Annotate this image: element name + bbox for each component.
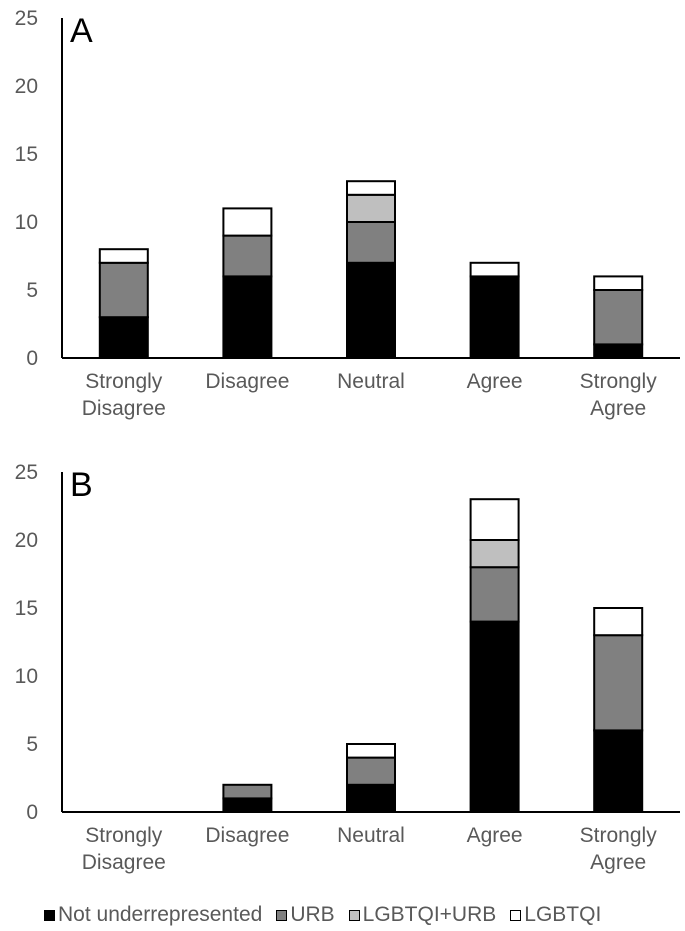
bar-segment-lgbtqi-urb-agree [469,539,520,569]
y-tick-label: 25 [15,461,38,484]
x-tick-label-strongly-disagree: Strongly [85,824,163,847]
bar-segment-not-underrepresented-neutral [346,261,396,359]
legend-swatch-lgbtqi-urb [348,909,360,921]
bar-segment-lgbtqi-agree [469,261,520,278]
bar-segment-urb-strongly-disagree [98,261,149,319]
legend-swatch-lgbtqi [510,909,522,921]
bar-segment-not-underrepresented-neutral [346,783,396,813]
bar-segment-not-underrepresented-strongly-disagree [98,316,149,360]
panel-a: 0 5 10 15 20 25 Strongly Disagree Disagree Neutra… [15,7,680,420]
legend-label-urb: URB [290,903,335,926]
x-tick-label-agree: Agree [467,370,523,393]
bar-segment-not-underrepresented-disagree [222,797,273,814]
y-tick-label: 20 [15,529,38,552]
bar-segment-not-underrepresented-agree [469,275,520,359]
bar-segment-urb-agree [469,566,520,623]
bar-segment-urb-neutral [346,756,396,786]
bar-segment-not-underrepresented-strongly-agree [593,343,644,359]
bar-segment-lgbtqi-strongly-disagree [98,248,149,264]
y-tick-label: 5 [26,279,38,302]
y-tick-label: 0 [26,347,38,370]
legend-item-lgbtqi: LGBTQI [510,903,601,927]
bar-segment-urb-disagree [222,234,273,278]
x-tick-label-strongly-disagree: Disagree [82,851,166,874]
bar-segment-lgbtqi-strongly-agree [593,275,644,291]
x-tick-label-disagree: Disagree [205,370,289,393]
legend-label-lgbtqi: LGBTQI [524,903,602,926]
legend: Not underrepresented URB LGBTQI+URB LGBT… [44,902,684,928]
bar-segment-urb-disagree [222,783,273,800]
bar-segment-not-underrepresented-agree [469,620,520,813]
x-tick-label-strongly-agree: Agree [590,397,646,420]
legend-item-not-underrepresented: Not underrepresented [44,903,262,927]
x-tick-label-neutral: Neutral [337,370,405,393]
y-tick-label: 0 [26,801,38,824]
y-tick-label: 10 [15,665,38,688]
panel-label: A [70,12,93,50]
y-tick-label: 20 [15,75,38,98]
bar-segment-lgbtqi-agree [469,498,520,542]
legend-item-lgbtqi-urb: LGBTQI+URB [348,903,497,927]
legend-label-lgbtqi-urb: LGBTQI+URB [362,903,497,926]
x-tick-label-disagree: Disagree [205,824,289,847]
bar-segment-lgbtqi-neutral [346,180,396,196]
legend-item-urb: URB [276,903,335,927]
bar-segment-lgbtqi-urb-neutral [346,193,396,224]
bar-segment-lgbtqi-neutral [346,743,396,759]
x-tick-label-strongly-disagree: Disagree [82,397,166,420]
bar-segment-urb-strongly-agree [593,289,644,346]
legend-swatch-not-underrepresented [44,909,55,921]
legend-swatch-urb [276,909,288,921]
x-tick-label-neutral: Neutral [337,824,405,847]
y-tick-label: 15 [15,143,38,166]
x-tick-label-strongly-disagree: Strongly [85,370,163,393]
bar-segment-lgbtqi-disagree [222,207,273,237]
bar-segment-not-underrepresented-disagree [222,275,273,359]
x-tick-label-agree: Agree [467,824,523,847]
bar-segment-not-underrepresented-strongly-agree [593,729,644,814]
bar-segment-lgbtqi-strongly-agree [593,607,644,637]
y-tick-label: 10 [15,211,38,234]
y-tick-label: 5 [26,733,38,756]
panel-b: 0 5 10 15 20 25 Strongly Disagree Disagree Neutra… [15,461,680,874]
legend-label-not-underrepresented: Not underrepresented [58,903,263,926]
panel-label: B [70,466,93,504]
y-tick-label: 25 [15,7,38,30]
bar-segment-urb-neutral [346,221,396,264]
x-tick-label-strongly-agree: Strongly [580,824,658,847]
x-tick-label-strongly-agree: Agree [590,851,646,874]
bar-segment-urb-strongly-agree [593,634,644,732]
x-tick-label-strongly-agree: Strongly [580,370,658,393]
y-tick-label: 15 [15,597,38,620]
